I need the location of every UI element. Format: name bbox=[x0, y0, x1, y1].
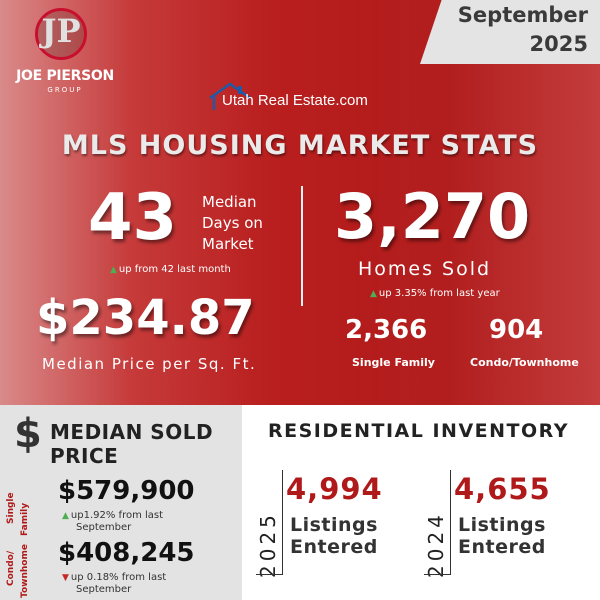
residential-inventory-title: RESIDENTIAL INVENTORY bbox=[268, 420, 569, 442]
logo-name: JOE PIERSON bbox=[16, 68, 114, 84]
single-family-median-price: $579,900 bbox=[58, 476, 195, 506]
single-family-price-note: ▲ up1.92% from last September bbox=[62, 510, 212, 534]
dollar-icon: $ bbox=[14, 411, 42, 457]
listings-2024-label: Listings Entered bbox=[458, 514, 546, 558]
year-2025-baseline bbox=[256, 574, 283, 575]
single-family-side-label: Single Family bbox=[6, 476, 40, 544]
company-logo: JP JOE PIERSON GROUP bbox=[10, 8, 120, 103]
condo-sold-value: 904 bbox=[489, 315, 544, 345]
price-per-sqft-value: $234.87 bbox=[36, 290, 255, 346]
l2024-line2: Entered bbox=[458, 536, 546, 558]
report-month: September bbox=[457, 3, 588, 27]
report-year: 2025 bbox=[529, 32, 588, 56]
l2025-line2: Entered bbox=[290, 536, 378, 558]
dom-label-line2: Days on bbox=[202, 214, 263, 232]
days-on-market-value: 43 bbox=[88, 181, 178, 255]
ct-side-line1: Condo/ bbox=[6, 550, 16, 586]
listings-2025-value: 4,994 bbox=[286, 472, 383, 506]
listings-2025-label: Listings Entered bbox=[290, 514, 378, 558]
year-2024-bracket bbox=[450, 470, 451, 574]
sf-note-line2: September bbox=[76, 522, 132, 533]
up-arrow-icon: ▲ bbox=[62, 511, 69, 521]
logo-circle-icon bbox=[35, 8, 87, 60]
partner-name: Utah Real Estate.com bbox=[222, 92, 368, 109]
page-title: MLS HOUSING MARKET STATS bbox=[61, 130, 539, 161]
condo-median-price: $408,245 bbox=[58, 538, 195, 568]
condo-side-label: Condo/ Townhome bbox=[6, 536, 40, 600]
condo-sold-label: Condo/Townhome bbox=[470, 356, 579, 369]
stats-divider bbox=[301, 186, 303, 306]
up-arrow-icon: ▲ bbox=[110, 265, 117, 275]
house-icon bbox=[209, 82, 251, 110]
inventory-year-2024: 2024 bbox=[424, 511, 448, 578]
year-2024-baseline bbox=[424, 574, 451, 575]
sf-side-line2: Family bbox=[20, 502, 30, 536]
single-family-sold-value: 2,366 bbox=[345, 315, 428, 345]
dom-note-text: up from 42 last month bbox=[118, 264, 231, 275]
month-badge: September 2025 bbox=[420, 0, 600, 64]
single-family-sold-label: Single Family bbox=[352, 356, 435, 369]
logo-group: GROUP bbox=[47, 86, 83, 94]
sf-side-line1: Single bbox=[6, 492, 16, 524]
homes-sold-value: 3,270 bbox=[334, 180, 531, 253]
median-sold-price-panel bbox=[0, 405, 242, 600]
homes-sold-label: Homes Sold bbox=[358, 258, 492, 280]
ct-side-line2: Townhome bbox=[20, 544, 30, 598]
sf-note-line1: up1.92% from last bbox=[70, 510, 164, 521]
inventory-year-2025: 2025 bbox=[256, 511, 280, 578]
price-per-sqft-label: Median Price per Sq. Ft. bbox=[42, 355, 257, 373]
logo-monogram: JP bbox=[41, 12, 81, 50]
ct-note-line2: September bbox=[76, 584, 132, 595]
l2025-line1: Listings bbox=[290, 514, 378, 536]
l2024-line1: Listings bbox=[458, 514, 546, 536]
condo-price-note: ▼ up 0.18% from last September bbox=[62, 572, 212, 596]
median-sold-price-title-line2: PRICE bbox=[50, 444, 119, 468]
down-arrow-icon: ▼ bbox=[62, 573, 69, 583]
top-banner bbox=[0, 0, 600, 405]
ct-note-line1: up 0.18% from last bbox=[70, 572, 167, 583]
listings-2024-value: 4,655 bbox=[454, 472, 551, 506]
up-arrow-icon: ▲ bbox=[370, 289, 377, 299]
dom-label-line3: Market bbox=[202, 235, 254, 253]
days-on-market-note: ▲ up from 42 last month bbox=[110, 264, 231, 275]
partner-logo: Utah Real Estate.com bbox=[208, 82, 388, 114]
dom-label-line1: Median bbox=[202, 193, 257, 211]
homes-sold-note-text: up 3.35% from last year bbox=[378, 288, 500, 299]
homes-sold-note: ▲ up 3.35% from last year bbox=[370, 288, 500, 299]
year-2025-bracket bbox=[282, 470, 283, 574]
median-sold-price-title-line1: MEDIAN SOLD bbox=[50, 420, 214, 444]
days-on-market-label: Median Days on Market bbox=[202, 192, 292, 255]
